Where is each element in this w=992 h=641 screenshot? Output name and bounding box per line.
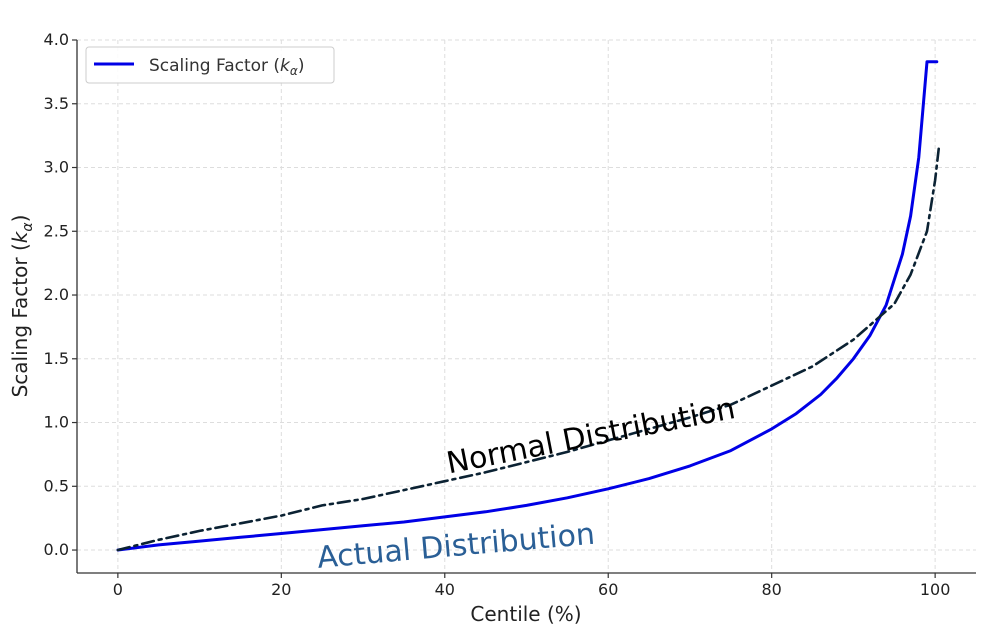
x-tick-label-1: 20	[271, 580, 291, 599]
y-axis-label-suffix: )	[8, 215, 32, 223]
y-tick-label-2: 1.0	[44, 413, 69, 432]
x-tick-label-5: 100	[920, 580, 951, 599]
y-axis-label-symbol: k	[8, 230, 32, 243]
legend-label-subscript: α	[290, 64, 298, 78]
y-tick-label-6: 3.0	[44, 158, 69, 177]
axes-layer	[76, 40, 976, 574]
x-tick-label-3: 60	[598, 580, 618, 599]
x-tick-label-4: 80	[762, 580, 782, 599]
legend-label-scaling-factor: Scaling Factor (kα)	[149, 56, 304, 78]
grid-layer	[77, 39, 976, 573]
legend-label-suffix: )	[298, 56, 305, 76]
y-axis-label-prefix: Scaling Factor (	[8, 243, 32, 397]
y-tick-label-1: 0.5	[44, 476, 69, 495]
y-axis-label: Scaling Factor (kα)	[8, 215, 36, 398]
series-layer	[116, 60, 941, 552]
x-axis-label: Centile (%)	[470, 602, 581, 626]
x-tick-label-0: 0	[113, 580, 123, 599]
y-tick-label-0: 0.0	[44, 540, 69, 559]
legend: Scaling Factor (kα)	[85, 46, 335, 84]
y-tick-label-3: 1.5	[44, 349, 69, 368]
legend-label-prefix: Scaling Factor (	[149, 56, 280, 76]
y-tick-label-5: 2.5	[44, 221, 69, 240]
y-tick-label-7: 3.5	[44, 94, 69, 113]
y-tick-label-8: 4.0	[44, 30, 69, 49]
series-line-normal-distribution	[116, 143, 941, 552]
annotation-normal-distribution: Normal Distribution	[444, 391, 738, 481]
legend-box	[85, 46, 335, 84]
ticks-layer: 0 20 40 60 80 100 0.0 0.5 1.0 1.5 2.0 2.5 3.0 3.5 4.0	[44, 30, 951, 599]
series-line-scaling-factor	[116, 60, 939, 552]
legend-label-symbol: k	[280, 56, 291, 76]
y-tick-label-4: 2.0	[44, 285, 69, 304]
y-axis-label-subscript: α	[20, 222, 36, 232]
x-tick-label-2: 40	[435, 580, 455, 599]
